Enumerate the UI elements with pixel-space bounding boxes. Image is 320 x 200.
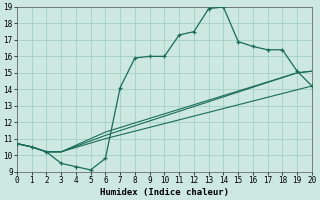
X-axis label: Humidex (Indice chaleur): Humidex (Indice chaleur)	[100, 188, 229, 197]
